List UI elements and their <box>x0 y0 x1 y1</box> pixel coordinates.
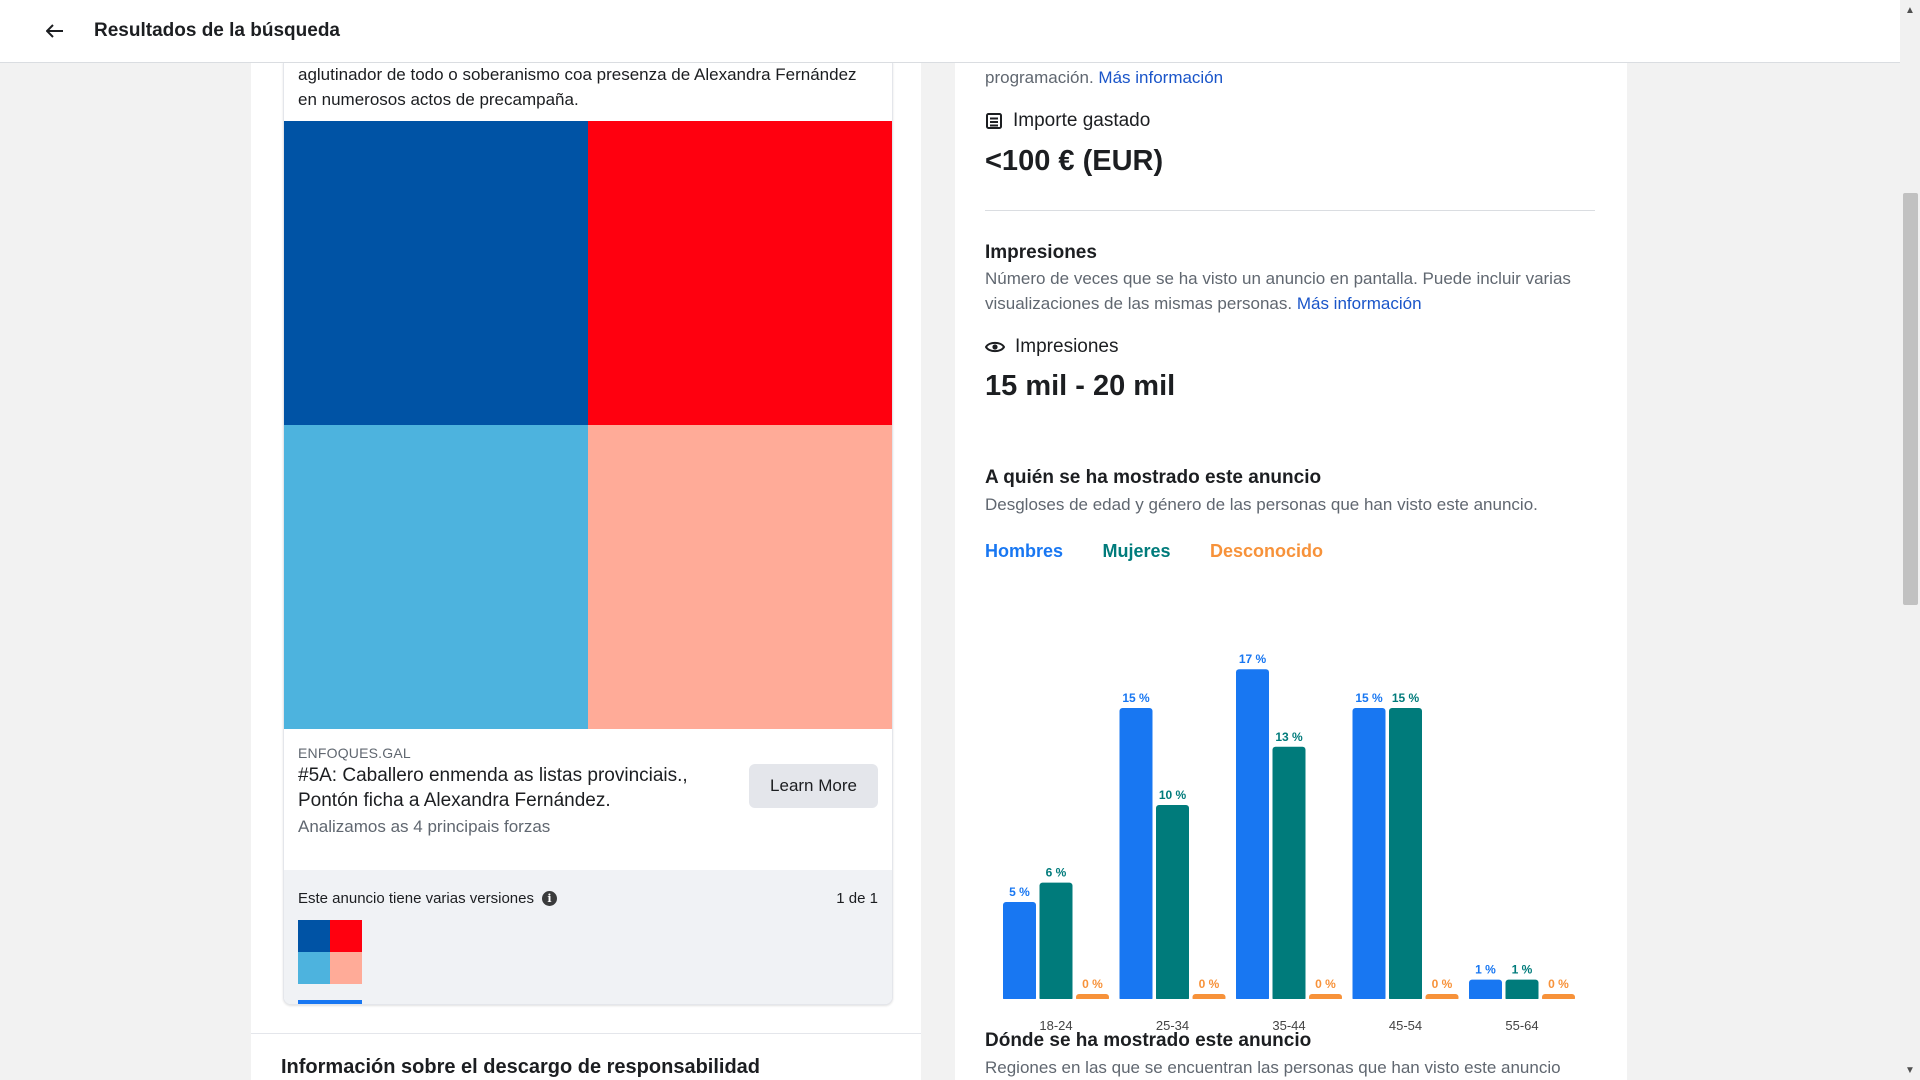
x-tick-label: 25-34 <box>1156 1018 1189 1033</box>
back-button[interactable] <box>40 16 70 46</box>
ad-image-quadrant <box>588 425 892 729</box>
ad-image-quadrant <box>588 121 892 425</box>
scroll-up-arrow-icon[interactable]: ▲ <box>1905 4 1915 16</box>
regions-title: Dónde se ha mostrado este anuncio <box>985 1030 1312 1051</box>
bar-value-label: 15 % <box>1392 691 1420 705</box>
bar-mujeres-35-44[interactable] <box>1272 746 1306 1001</box>
page-scrollbar[interactable]: ▲ ▼ <box>1900 0 1920 1080</box>
disclaimer-title: Información sobre el descargo de respons… <box>281 1056 761 1078</box>
more-info-link[interactable]: Más información <box>1098 68 1224 87</box>
thumbnail-quadrant <box>330 920 362 952</box>
bar-baseline-mask <box>1350 999 1461 1003</box>
ad-card: aglutinador de todo o soberanismo coa pr… <box>283 62 893 1005</box>
impressions-title: Impresiones <box>985 242 1097 263</box>
spent-value: <100 € (EUR) <box>985 145 1164 177</box>
x-tick-label: 45-54 <box>1389 1018 1422 1033</box>
ad-image[interactable] <box>284 121 892 729</box>
scrollbar-thumb[interactable] <box>1903 193 1918 605</box>
bar-mujeres-55-64[interactable] <box>1505 979 1539 1001</box>
bar-hombres-25-34[interactable] <box>1119 708 1153 1001</box>
bar-value-label: 10 % <box>1159 788 1187 802</box>
versions-label: Este anuncio tiene varias versiones i <box>298 890 557 907</box>
info-icon[interactable]: i <box>541 891 557 906</box>
bar-baseline-mask <box>1117 999 1228 1003</box>
programming-note: programación. Más información <box>985 65 1595 90</box>
spent-label-text: Importe gastado <box>1013 110 1151 131</box>
ad-domain: ENFOQUES.GAL <box>298 745 411 761</box>
age-gender-bar-chart: 5 % 6 % 0 % 18-24 15 % 10 % 0 % 25-34 17 % 13 % 0 … <box>1001 652 1577 1033</box>
legend-hombres[interactable]: Hombres <box>985 541 1064 561</box>
bar-value-label: 0 % <box>1082 977 1103 991</box>
chart-legend: Hombres Mujeres Desconocido <box>985 541 1595 562</box>
eye-icon <box>985 340 1005 354</box>
bar-value-label: 1 % <box>1512 963 1533 977</box>
bar-hombres-55-64[interactable] <box>1469 979 1502 1001</box>
thumbnail-quadrant <box>330 952 362 984</box>
x-tick-label: 35-44 <box>1272 1018 1305 1033</box>
bar-value-label: 0 % <box>1199 977 1220 991</box>
ad-link-info[interactable]: ENFOQUES.GAL #5A: Caballero enmenda as l… <box>298 745 878 837</box>
ad-description: Analizamos as 4 principais forzas <box>298 817 551 836</box>
top-bar: Resultados de la búsqueda <box>0 0 1900 63</box>
ad-headline: #5A: Caballero enmenda as listas provinc… <box>298 765 688 811</box>
bar-mujeres-25-34[interactable] <box>1156 805 1189 1001</box>
impressions-value: 15 mil - 20 mil <box>985 370 1176 402</box>
bar-value-label: 0 % <box>1315 977 1336 991</box>
x-tick-label: 55-64 <box>1505 1018 1538 1033</box>
ad-details-panel: programación. Más información Importe ga… <box>955 62 1627 1080</box>
bar-baseline-mask <box>1467 999 1577 1003</box>
bar-value-label: 15 % <box>1355 691 1383 705</box>
bar-value-label: 15 % <box>1122 691 1150 705</box>
bar-value-label: 6 % <box>1046 866 1067 880</box>
divider <box>985 210 1595 211</box>
ad-versions-section: Este anuncio tiene varias versiones i 1 … <box>284 870 892 1004</box>
selected-version-indicator <box>298 1000 362 1004</box>
x-tick-label: 18-24 <box>1039 1018 1072 1033</box>
regions-description: Regiones en las que se encuentran las pe… <box>985 1058 1561 1077</box>
bar-value-label: 0 % <box>1432 977 1453 991</box>
ad-image-quadrant <box>284 121 588 425</box>
legend-desconocido[interactable]: Desconocido <box>1209 541 1323 561</box>
versions-count: 1 de 1 <box>836 890 878 907</box>
programming-note-text: programación. <box>985 68 1094 87</box>
audience-title: A quién se ha mostrado este anuncio <box>985 467 1322 488</box>
impressions-description-text: Número de veces que se ha visto un anunc… <box>985 269 1571 313</box>
thumbnail-quadrant <box>298 952 330 984</box>
scroll-down-arrow-icon[interactable]: ▼ <box>1905 1064 1915 1076</box>
arrow-left-icon <box>46 24 63 38</box>
bar-hombres-45-54[interactable] <box>1352 708 1386 1001</box>
legend-mujeres[interactable]: Mujeres <box>1102 541 1171 561</box>
bar-value-label: 17 % <box>1239 652 1267 666</box>
divider <box>251 1033 921 1034</box>
audience-description: Desgloses de edad y género de las person… <box>985 495 1538 514</box>
bar-mujeres-45-54[interactable] <box>1389 708 1422 1001</box>
bar-hombres-35-44[interactable] <box>1236 669 1269 1001</box>
bar-baseline-mask <box>1234 999 1344 1003</box>
page-title: Resultados de la búsqueda <box>94 20 340 41</box>
bar-mujeres-18-24[interactable] <box>1039 882 1073 1001</box>
bar-value-label: 13 % <box>1275 730 1303 744</box>
bar-value-label: 0 % <box>1548 977 1569 991</box>
bar-value-label: 1 % <box>1475 963 1496 977</box>
versions-label-text: Este anuncio tiene varias versiones <box>298 890 534 907</box>
bar-value-label: 5 % <box>1009 885 1030 899</box>
impressions-more-info-link[interactable]: Más información <box>1296 294 1422 313</box>
impressions-label-text: Impresiones <box>1015 336 1119 357</box>
ad-preview-panel: aglutinador de todo o soberanismo coa pr… <box>251 62 921 1080</box>
ad-image-quadrant <box>284 425 588 729</box>
spent-label: Importe gastado <box>985 110 1595 132</box>
impressions-label: Impresiones <box>985 336 1595 358</box>
thumbnail-quadrant <box>298 920 330 952</box>
receipt-icon <box>985 112 1003 130</box>
version-thumbnail[interactable] <box>298 920 362 984</box>
bar-baseline-mask <box>1001 999 1111 1003</box>
impressions-description: Número de veces que se ha visto un anunc… <box>985 266 1595 316</box>
ad-body-text: aglutinador de todo o soberanismo coa pr… <box>298 65 857 109</box>
learn-more-button[interactable]: Learn More <box>749 764 878 808</box>
bar-hombres-18-24[interactable] <box>1003 902 1036 1001</box>
